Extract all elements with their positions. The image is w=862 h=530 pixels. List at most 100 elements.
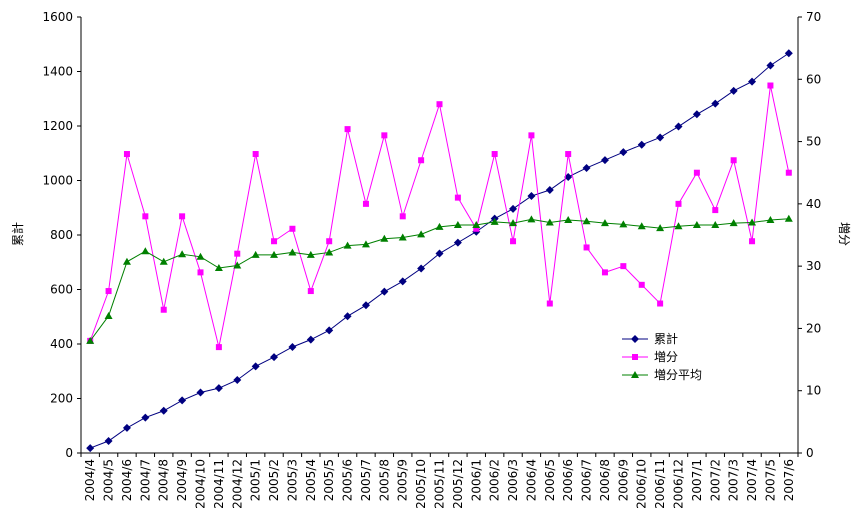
x-tick-label: 2004/9 bbox=[175, 459, 189, 501]
x-tick-label: 2005/11 bbox=[433, 459, 447, 509]
data-point bbox=[693, 169, 700, 176]
x-tick-label: 2007/6 bbox=[782, 459, 796, 501]
data-point bbox=[619, 148, 628, 157]
x-tick-label: 2004/6 bbox=[120, 459, 134, 501]
data-point bbox=[399, 213, 406, 220]
y-left-tick-label: 1000 bbox=[42, 174, 73, 188]
x-tick-label: 2007/3 bbox=[727, 459, 741, 501]
x-tick-label: 2004/10 bbox=[194, 459, 208, 509]
data-point bbox=[159, 257, 168, 265]
y-right-tick-label: 0 bbox=[806, 446, 814, 460]
data-point bbox=[564, 172, 573, 181]
data-point bbox=[749, 238, 756, 245]
data-point bbox=[711, 99, 720, 108]
x-tick-label: 2006/4 bbox=[524, 459, 538, 501]
data-point bbox=[785, 169, 792, 176]
y-right-tick-label: 10 bbox=[806, 384, 821, 398]
x-tick-label: 2005/6 bbox=[341, 459, 355, 501]
data-point bbox=[160, 306, 167, 313]
data-point bbox=[545, 218, 554, 226]
data-point bbox=[527, 215, 536, 223]
data-point bbox=[637, 140, 646, 149]
data-point bbox=[711, 221, 720, 229]
series-3 bbox=[86, 214, 793, 344]
data-point bbox=[675, 200, 682, 207]
x-tick-label: 2006/11 bbox=[653, 459, 667, 509]
data-point bbox=[178, 396, 187, 405]
legend-label: 累計 bbox=[654, 331, 678, 346]
data-point bbox=[105, 288, 112, 295]
data-point bbox=[288, 248, 297, 256]
y-right-tick-label: 20 bbox=[806, 321, 821, 335]
data-point bbox=[142, 213, 149, 220]
x-tick-label: 2005/2 bbox=[267, 459, 281, 501]
x-tick-label: 2004/4 bbox=[83, 459, 97, 501]
data-point bbox=[473, 225, 480, 232]
data-point bbox=[343, 312, 352, 321]
data-point bbox=[637, 222, 646, 230]
data-point bbox=[251, 362, 260, 371]
data-point bbox=[344, 126, 351, 133]
data-point bbox=[270, 250, 279, 258]
data-point bbox=[674, 222, 683, 230]
legend-marker bbox=[632, 354, 638, 360]
data-point bbox=[472, 221, 481, 229]
data-point bbox=[178, 250, 187, 258]
x-tick-label: 2004/12 bbox=[230, 459, 244, 509]
data-point bbox=[729, 86, 738, 95]
data-point bbox=[196, 388, 205, 397]
x-tick-label: 2006/9 bbox=[616, 459, 630, 501]
data-point bbox=[398, 233, 407, 241]
data-point bbox=[418, 157, 425, 164]
legend-marker bbox=[631, 371, 639, 378]
y-left-tick-label: 1600 bbox=[42, 10, 73, 24]
data-point bbox=[214, 264, 223, 272]
data-point bbox=[583, 244, 590, 251]
data-point bbox=[712, 207, 719, 214]
data-point bbox=[729, 219, 738, 227]
x-tick-label: 2004/7 bbox=[138, 459, 152, 501]
legend-label: 増分 bbox=[654, 350, 678, 364]
x-tick-label: 2005/9 bbox=[396, 459, 410, 501]
data-point bbox=[582, 217, 591, 225]
series-line bbox=[89, 85, 790, 348]
x-tick-label: 2006/10 bbox=[635, 459, 649, 509]
data-point bbox=[748, 77, 757, 86]
data-point bbox=[692, 110, 701, 119]
data-point bbox=[417, 264, 426, 273]
data-point bbox=[656, 133, 665, 142]
data-point bbox=[361, 240, 370, 248]
data-point bbox=[454, 194, 461, 201]
data-point bbox=[564, 216, 573, 224]
y-left-tick-label: 1400 bbox=[42, 65, 73, 79]
x-tick-label: 2004/11 bbox=[212, 459, 226, 509]
legend-marker bbox=[631, 335, 639, 343]
data-point bbox=[234, 250, 241, 257]
x-tick-label: 2006/12 bbox=[672, 459, 686, 509]
data-point bbox=[214, 384, 223, 393]
data-point bbox=[381, 132, 388, 139]
data-point bbox=[141, 247, 150, 255]
x-tick-label: 2006/8 bbox=[598, 459, 612, 501]
data-point bbox=[453, 221, 462, 229]
y-right-tick-label: 30 bbox=[806, 259, 821, 273]
y-left-tick-label: 600 bbox=[50, 283, 73, 297]
x-tick-label: 2007/1 bbox=[690, 459, 704, 501]
data-point bbox=[509, 204, 518, 213]
data-point bbox=[197, 269, 204, 276]
data-point bbox=[233, 261, 242, 269]
legend-item: 累計 bbox=[622, 331, 678, 346]
data-point bbox=[620, 263, 627, 270]
data-point bbox=[510, 238, 517, 245]
data-point bbox=[252, 151, 259, 158]
data-point bbox=[582, 163, 591, 172]
data-point bbox=[767, 82, 774, 89]
x-tick-label: 2006/3 bbox=[506, 459, 520, 501]
data-point bbox=[251, 250, 260, 258]
data-point bbox=[122, 257, 131, 265]
data-point bbox=[730, 157, 737, 164]
data-point bbox=[159, 406, 168, 415]
data-point bbox=[326, 238, 333, 245]
